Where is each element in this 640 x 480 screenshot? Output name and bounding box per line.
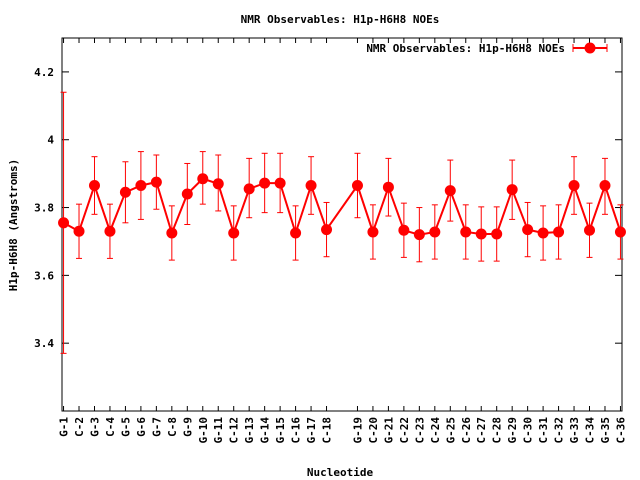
y-tick-label: 3.6 — [34, 269, 54, 282]
plot-frame — [61, 37, 623, 412]
x-tick-label: G-19 — [351, 417, 364, 444]
x-tick-label: G-9 — [181, 417, 194, 437]
data-point — [135, 180, 147, 192]
x-tick-label: G-17 — [305, 417, 318, 444]
x-tick-label: C-23 — [413, 417, 426, 444]
data-point — [553, 226, 565, 238]
data-point — [58, 217, 70, 229]
data-point — [491, 228, 503, 240]
x-tick-label: C-12 — [228, 417, 241, 444]
data-point — [475, 228, 487, 240]
data-point — [429, 226, 441, 238]
x-tick-label: C-4 — [104, 417, 117, 437]
legend: NMR Observables: H1p-H6H8 NOEs — [366, 42, 608, 55]
data-point — [150, 176, 162, 188]
data-point — [197, 173, 209, 185]
data-point — [243, 183, 255, 195]
legend-marker — [584, 42, 596, 54]
x-tick-label: C-32 — [553, 417, 566, 444]
x-tick-label: G-14 — [259, 417, 272, 444]
y-axis-label: H1p-H6H8 (Angstroms) — [7, 159, 20, 291]
data-point — [506, 184, 518, 196]
data-point — [599, 180, 611, 192]
data-point — [568, 180, 580, 192]
x-tick-label: C-20 — [367, 417, 380, 444]
data-point — [88, 180, 100, 192]
data-points — [58, 173, 626, 241]
x-tick-label: G-3 — [88, 417, 101, 437]
data-point — [228, 227, 240, 239]
x-tick-label: C-24 — [429, 417, 442, 444]
x-axis: G-1 C-2 G-3 C-4 G-5 G-6 G-7 C-8 G-9 G-10 G-11 C-12 G… — [58, 38, 627, 444]
data-point — [119, 186, 131, 198]
x-tick-label: C-26 — [460, 417, 473, 444]
x-tick-label: C-31 — [537, 417, 550, 444]
x-tick-label: C-18 — [321, 417, 334, 444]
series-line — [63, 177, 622, 237]
data-point — [382, 181, 394, 193]
data-point — [413, 229, 425, 241]
x-tick-label: G-33 — [568, 417, 581, 444]
x-tick-label: G-13 — [243, 417, 256, 444]
x-tick-label: G-10 — [197, 417, 210, 444]
y-tick-label: 4.2 — [34, 66, 54, 79]
data-point — [305, 180, 317, 192]
data-point — [290, 227, 302, 239]
chart-title: NMR Observables: H1p-H6H8 NOEs — [241, 13, 440, 26]
y-tick-label: 4 — [47, 134, 54, 147]
data-point — [259, 177, 271, 189]
data-point — [444, 185, 456, 197]
x-tick-label: G-35 — [599, 417, 612, 444]
data-point — [584, 224, 596, 236]
x-tick-label: G-5 — [119, 417, 132, 437]
x-tick-label: C-27 — [475, 417, 488, 444]
x-tick-label: C-34 — [584, 417, 597, 444]
data-point — [522, 224, 534, 236]
legend-entry: NMR Observables: H1p-H6H8 NOEs — [366, 42, 565, 55]
x-tick-label: C-16 — [290, 417, 303, 444]
data-point — [274, 177, 286, 189]
x-tick-label: C-8 — [166, 417, 179, 437]
x-tick-label: G-6 — [135, 417, 148, 437]
x-tick-label: G-15 — [274, 417, 287, 444]
y-tick-label: 3.4 — [34, 337, 54, 350]
x-axis-label: Nucleotide — [307, 466, 374, 479]
x-tick-label: C-28 — [491, 417, 504, 444]
data-point — [166, 227, 178, 239]
data-point — [212, 178, 224, 190]
x-tick-label: G-7 — [150, 417, 163, 437]
x-tick-label: C-30 — [522, 417, 535, 444]
x-tick-label: G-11 — [212, 417, 225, 444]
error-bars — [60, 91, 624, 354]
x-tick-label: C-36 — [614, 417, 627, 444]
x-tick-label: G-21 — [382, 417, 395, 444]
data-point — [73, 225, 85, 237]
data-point — [367, 226, 379, 238]
data-point — [321, 224, 333, 236]
data-point — [104, 225, 116, 237]
data-point — [537, 227, 549, 239]
data-point — [614, 226, 626, 238]
x-tick-label: G-25 — [444, 417, 457, 444]
x-tick-label: G-1 — [58, 417, 71, 437]
x-tick-label: C-2 — [73, 417, 86, 437]
data-point — [181, 188, 193, 200]
data-point — [351, 180, 363, 192]
y-axis: 3.4 3.6 3.8 4 4.2 — [34, 66, 622, 350]
data-point — [398, 224, 410, 236]
x-tick-label: G-29 — [506, 417, 519, 444]
y-tick-label: 3.8 — [34, 202, 54, 215]
x-tick-label: C-22 — [398, 417, 411, 444]
data-point — [460, 226, 472, 238]
